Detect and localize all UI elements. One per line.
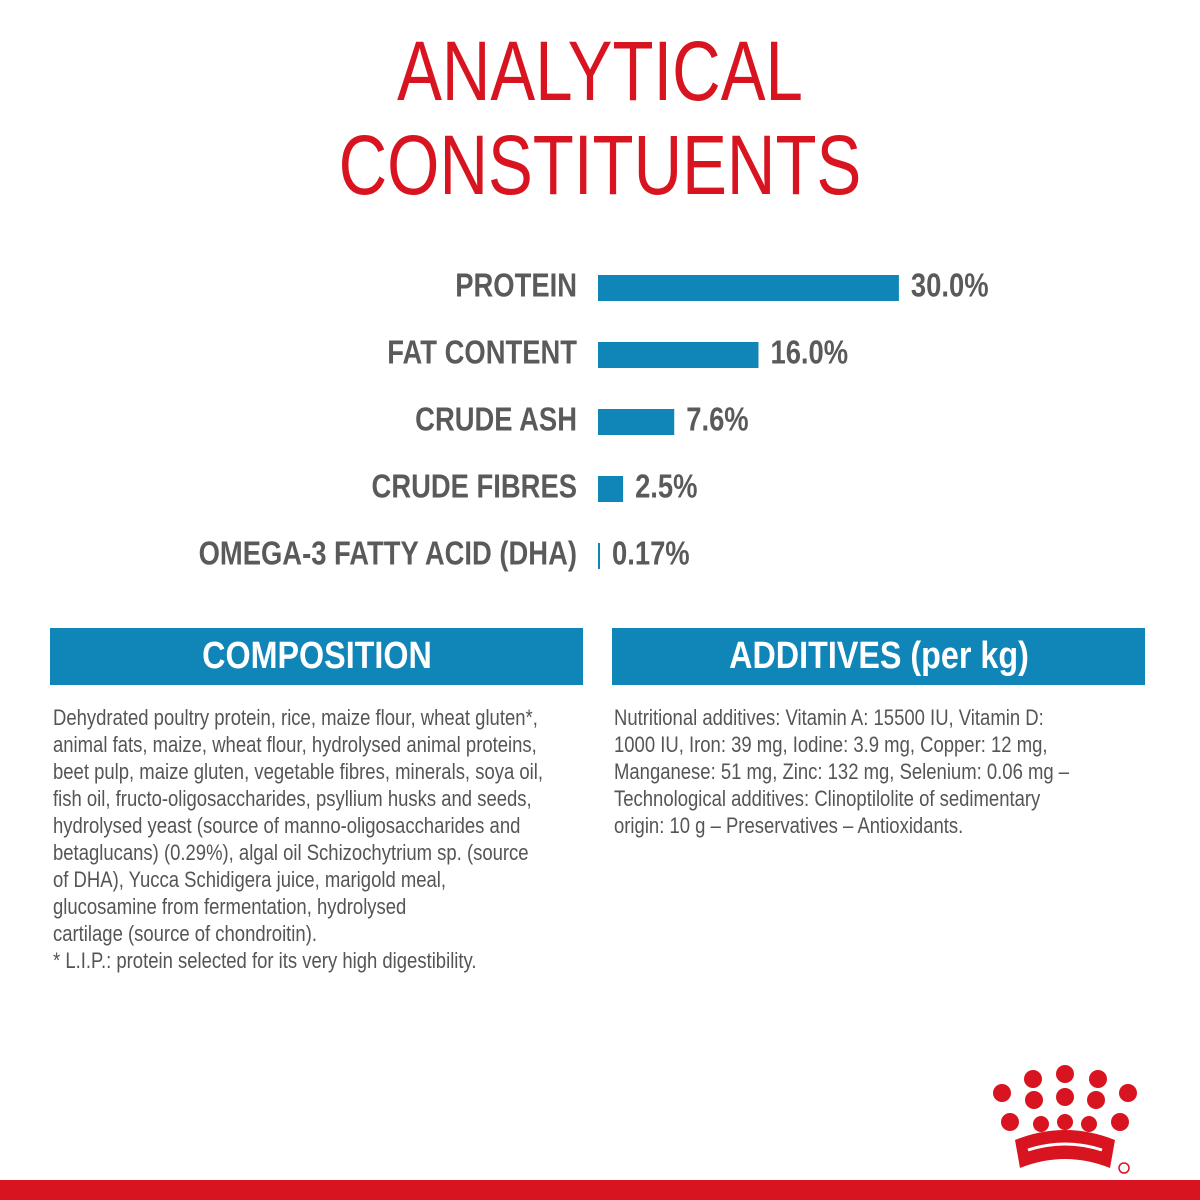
category-label: CRUDE FIBRES [372, 468, 577, 505]
text-line: Manganese: 51 mg, Zinc: 132 mg, Selenium… [614, 759, 1070, 784]
category-label: FAT CONTENT [387, 334, 577, 371]
text-line: hydrolysed yeast (source of manno-oligos… [53, 813, 520, 838]
value-label: 16.0% [770, 334, 848, 371]
text-line: Nutritional additives: Vitamin A: 15500 … [614, 705, 1044, 730]
composition-heading: COMPOSITION [202, 635, 432, 677]
bar [598, 275, 899, 301]
value-label: 2.5% [635, 468, 697, 505]
category-label: CRUDE ASH [415, 401, 577, 438]
text-line: Technological additives: Clinoptilolite … [614, 786, 1040, 811]
text-line: 1000 IU, Iron: 39 mg, Iodine: 3.9 mg, Co… [614, 732, 1048, 757]
text-line: * L.I.P.: protein selected for its very … [53, 948, 477, 973]
logo [993, 1065, 1137, 1174]
category-label: PROTEIN [455, 267, 577, 304]
text-line: cartilage (source of chondroitin). [53, 921, 317, 946]
text-line: fish oil, fructo-oligosaccharides, psyll… [53, 786, 532, 811]
value-label: 7.6% [686, 401, 748, 438]
text-line: betaglucans) (0.29%), algal oil Schizoch… [53, 840, 529, 865]
bar [598, 342, 759, 368]
additives-header-bg [612, 628, 1145, 685]
bar [598, 409, 675, 435]
text-line: glucosamine from fermentation, hydrolyse… [53, 894, 406, 919]
bar [598, 476, 624, 502]
text-line: origin: 10 g – Preservatives – Antioxida… [614, 813, 963, 838]
category-label: OMEGA-3 FATTY ACID (DHA) [199, 535, 577, 572]
bar [598, 543, 600, 569]
text-line: Dehydrated poultry protein, rice, maize … [53, 705, 538, 730]
composition-header-bg [50, 628, 583, 685]
text-line: of DHA), Yucca Schidigera juice, marigol… [53, 867, 446, 892]
title-line: ANALYTICAL [397, 24, 803, 118]
footer-band [0, 1180, 1200, 1200]
title-line: CONSTITUENTS [339, 118, 862, 212]
additives-heading: ADDITIVES (per kg) [729, 635, 1029, 677]
text-line: animal fats, maize, wheat flour, hydroly… [53, 732, 537, 757]
value-label: 0.17% [612, 535, 690, 572]
text-line: beet pulp, maize gluten, vegetable fibre… [53, 759, 543, 784]
value-label: 30.0% [911, 267, 989, 304]
